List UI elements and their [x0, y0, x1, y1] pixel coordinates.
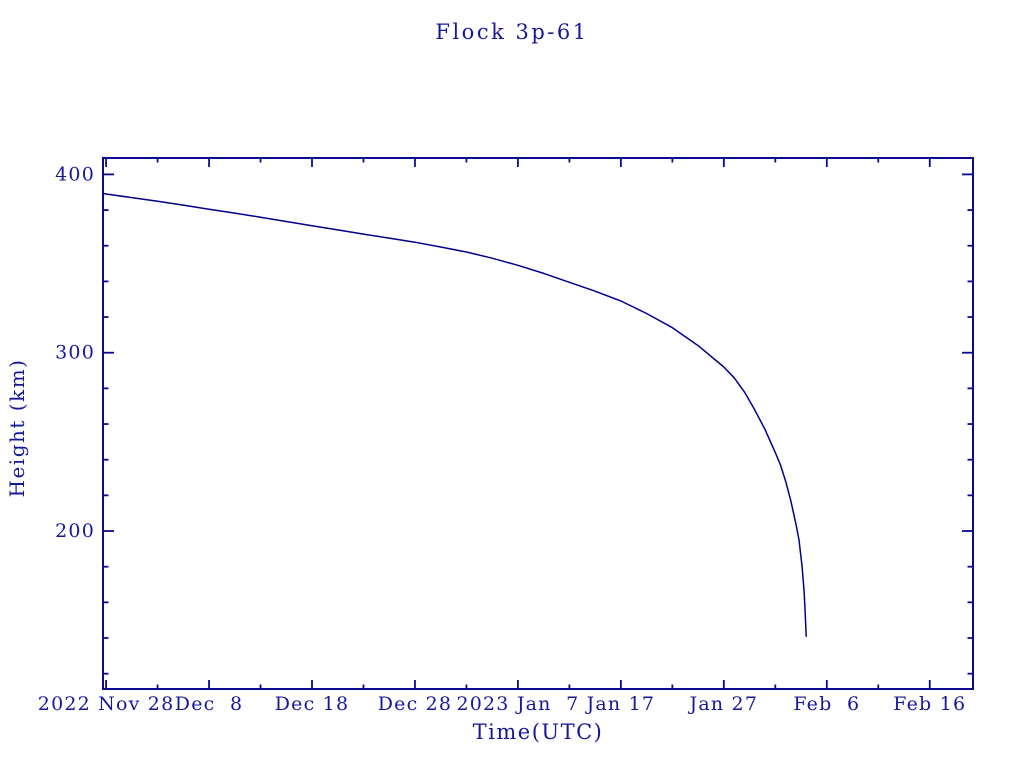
x-tick-label: Dec 8: [175, 693, 244, 715]
y-tick-label: 200: [55, 520, 95, 542]
x-tick-label: Jan 27: [688, 693, 759, 715]
x-axis-title: Time(UTC): [472, 720, 604, 744]
x-tick-label: Dec 28: [378, 693, 453, 715]
x-tick-label: Jan 17: [585, 693, 656, 715]
x-tick-label: Dec 18: [275, 693, 350, 715]
x-tick-label: 2022 Nov 28: [38, 693, 175, 715]
axes-frame: [102, 157, 974, 690]
x-tick-label: Feb 6: [793, 693, 860, 715]
y-tick-label: 300: [55, 342, 95, 364]
x-tick-label: Feb 16: [893, 693, 966, 715]
x-tick-label: 2023 Jan 7: [456, 693, 579, 715]
height-decay-curve: [102, 192, 807, 637]
y-tick-label: 400: [55, 163, 95, 185]
chart-title: Flock 3p-61: [435, 20, 589, 44]
